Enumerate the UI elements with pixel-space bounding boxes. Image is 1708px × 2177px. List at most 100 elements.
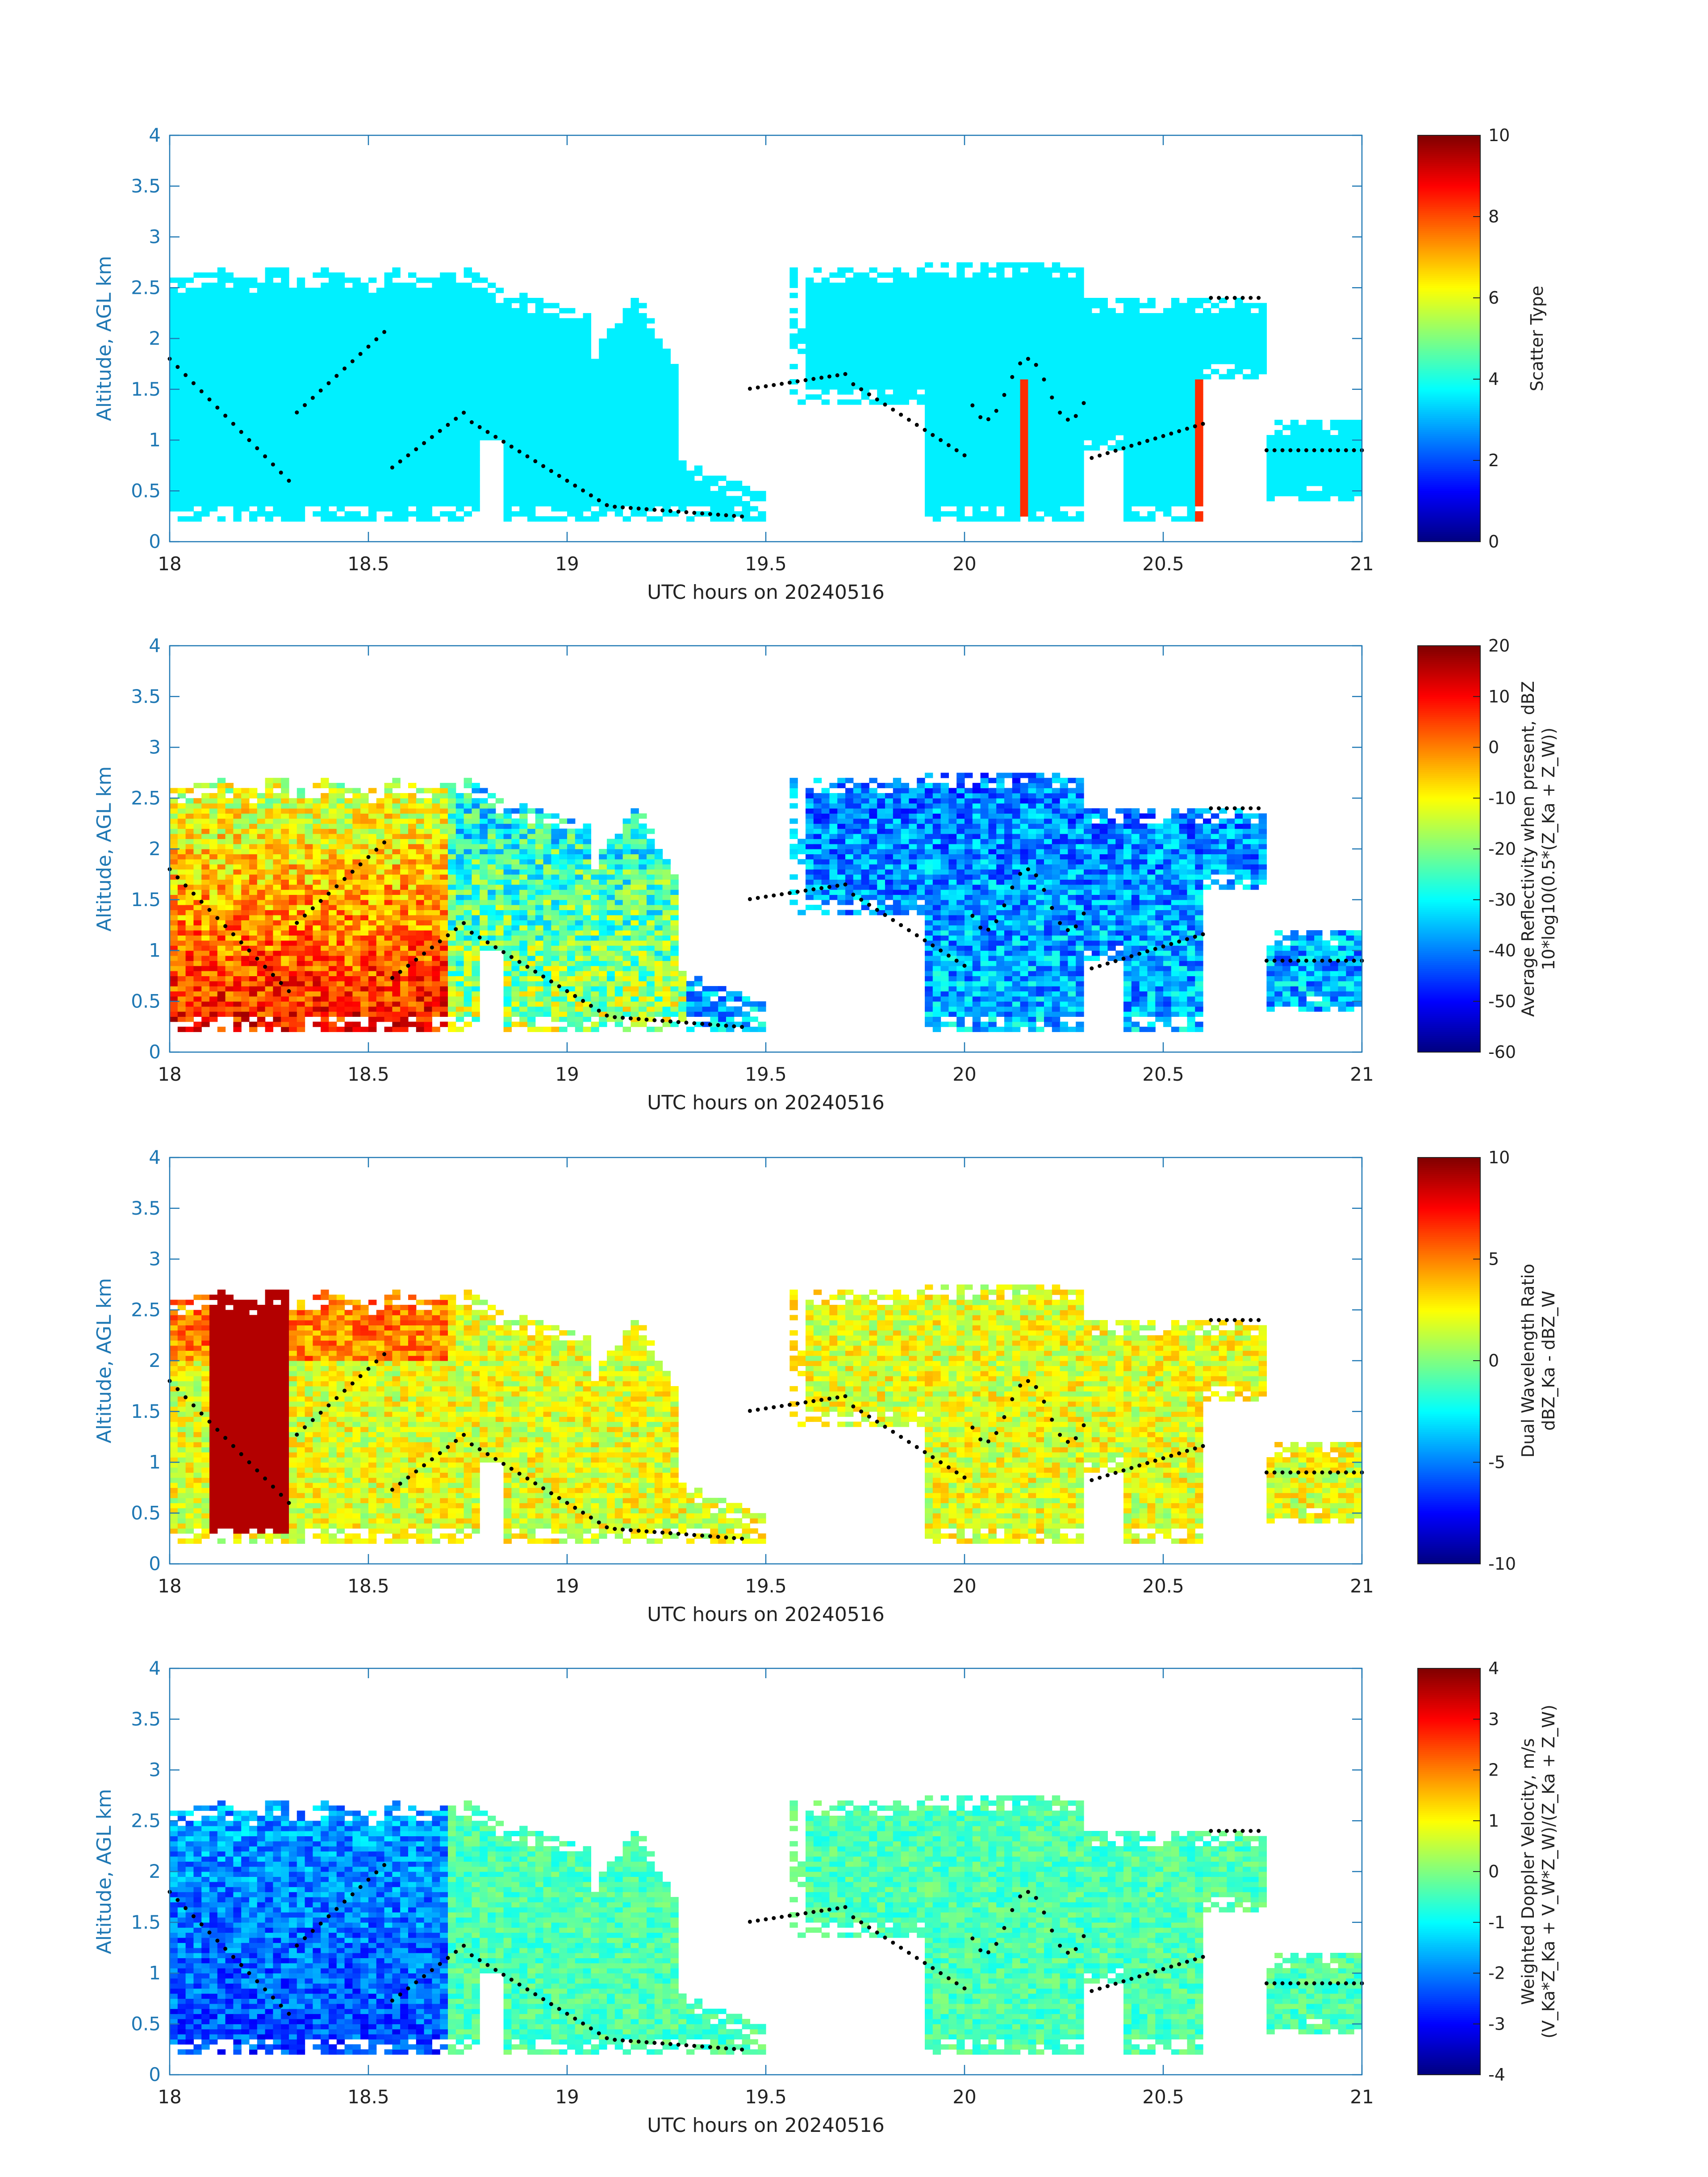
heatmap-cell bbox=[622, 374, 631, 380]
heatmap-cell bbox=[1139, 318, 1148, 324]
heatmap-cell bbox=[1099, 298, 1108, 303]
heatmap-cell bbox=[1147, 430, 1156, 435]
heatmap-cell bbox=[806, 308, 814, 313]
heatmap-cell bbox=[662, 496, 671, 501]
heatmap-cell bbox=[551, 323, 560, 329]
heatmap-cell bbox=[559, 485, 568, 491]
heatmap-cell bbox=[1322, 465, 1331, 471]
heatmap-cell bbox=[448, 404, 456, 410]
heatmap-cell bbox=[591, 511, 599, 517]
heatmap-cell bbox=[1131, 435, 1140, 441]
heatmap-cell bbox=[1060, 430, 1068, 435]
heatmap-cell bbox=[1084, 394, 1092, 400]
heatmap-cell bbox=[217, 364, 226, 369]
heatmap-cell bbox=[352, 516, 361, 522]
heatmap-cell bbox=[376, 465, 385, 471]
heatmap-cell bbox=[344, 292, 353, 298]
heatmap-cell bbox=[352, 333, 361, 339]
heatmap-cell bbox=[511, 333, 520, 339]
heatmap-cell bbox=[575, 364, 584, 369]
heatmap-cell bbox=[1020, 414, 1028, 420]
heatmap-cell bbox=[440, 369, 448, 375]
heatmap-cell bbox=[392, 364, 401, 369]
heatmap-cell bbox=[257, 364, 266, 369]
heatmap-cell bbox=[535, 313, 544, 319]
heatmap-cell bbox=[1274, 430, 1283, 435]
heatmap-cell bbox=[1163, 323, 1172, 329]
heatmap-cell bbox=[265, 420, 273, 425]
heatmap-cell bbox=[170, 303, 178, 309]
heatmap-cell bbox=[193, 298, 202, 303]
heatmap-cell bbox=[424, 476, 432, 481]
heatmap-cell bbox=[472, 399, 480, 405]
heatmap-cell bbox=[352, 455, 361, 461]
heatmap-cell bbox=[988, 303, 997, 309]
heatmap-cell bbox=[567, 369, 576, 375]
heatmap-cell bbox=[965, 348, 973, 354]
heatmap-cell bbox=[559, 333, 568, 339]
heatmap-cell bbox=[384, 470, 393, 476]
heatmap-cell bbox=[1044, 425, 1052, 430]
heatmap-cell bbox=[416, 491, 425, 497]
heatmap-cell bbox=[607, 328, 615, 334]
heatmap-cell bbox=[201, 369, 210, 375]
heatmap-cell bbox=[329, 455, 337, 461]
heatmap-cell bbox=[408, 440, 417, 446]
heatmap-cell bbox=[575, 481, 584, 486]
heatmap-cell bbox=[344, 364, 353, 369]
heatmap-cell bbox=[249, 491, 258, 497]
heatmap-cell bbox=[965, 501, 973, 506]
heatmap-cell bbox=[503, 476, 512, 481]
heatmap-cell bbox=[1036, 470, 1044, 476]
heatmap-cell bbox=[551, 496, 560, 501]
heatmap-cell bbox=[1147, 485, 1156, 491]
heatmap-cell bbox=[622, 404, 631, 410]
heatmap-cell bbox=[853, 399, 862, 405]
heatmap-cell bbox=[455, 364, 464, 369]
heatmap-cell bbox=[837, 348, 846, 354]
heatmap-cell bbox=[472, 420, 480, 425]
heatmap-cell bbox=[940, 359, 949, 364]
heatmap-cell bbox=[1171, 435, 1180, 441]
heatmap-cell bbox=[329, 323, 337, 329]
heatmap-cell bbox=[1187, 384, 1195, 390]
heatmap-cell bbox=[376, 435, 385, 441]
heatmap-cell bbox=[416, 333, 425, 339]
heatmap-cell bbox=[806, 288, 814, 293]
heatmap-cell bbox=[1314, 460, 1323, 466]
heatmap-cell bbox=[869, 303, 877, 309]
heatmap-cell bbox=[647, 409, 655, 415]
heatmap-cell bbox=[575, 323, 584, 329]
heatmap-cell bbox=[1020, 440, 1028, 446]
heatmap-cell bbox=[503, 399, 512, 405]
heatmap-cell bbox=[1028, 333, 1036, 339]
heatmap-cell bbox=[455, 399, 464, 405]
heatmap-cell bbox=[201, 485, 210, 491]
heatmap-cell bbox=[972, 394, 981, 400]
heatmap-cell bbox=[519, 328, 528, 334]
heatmap-cell bbox=[392, 394, 401, 400]
heatmap-cell bbox=[209, 333, 218, 339]
heatmap-cell bbox=[480, 328, 488, 334]
heatmap-cell bbox=[1306, 496, 1315, 501]
heatmap-cell bbox=[408, 476, 417, 481]
heatmap-cell bbox=[480, 303, 488, 309]
heatmap-cell bbox=[1179, 389, 1187, 395]
heatmap-cell bbox=[1211, 338, 1219, 344]
heatmap-cell bbox=[408, 318, 417, 324]
heatmap-cell bbox=[988, 359, 997, 364]
heatmap-cell bbox=[559, 364, 568, 369]
heatmap-cell bbox=[543, 491, 551, 497]
heatmap-cell bbox=[1250, 354, 1259, 359]
heatmap-cell bbox=[1322, 491, 1331, 497]
heatmap-cell bbox=[1139, 359, 1148, 364]
heatmap-cell bbox=[1187, 496, 1195, 501]
heatmap-cell bbox=[551, 343, 560, 349]
heatmap-cell bbox=[925, 435, 933, 441]
heatmap-cell bbox=[1068, 496, 1076, 501]
heatmap-cell bbox=[1028, 496, 1036, 501]
heatmap-cell bbox=[551, 394, 560, 400]
heatmap-cell bbox=[503, 389, 512, 395]
heatmap-cell bbox=[662, 374, 671, 380]
heatmap-cell bbox=[408, 328, 417, 334]
